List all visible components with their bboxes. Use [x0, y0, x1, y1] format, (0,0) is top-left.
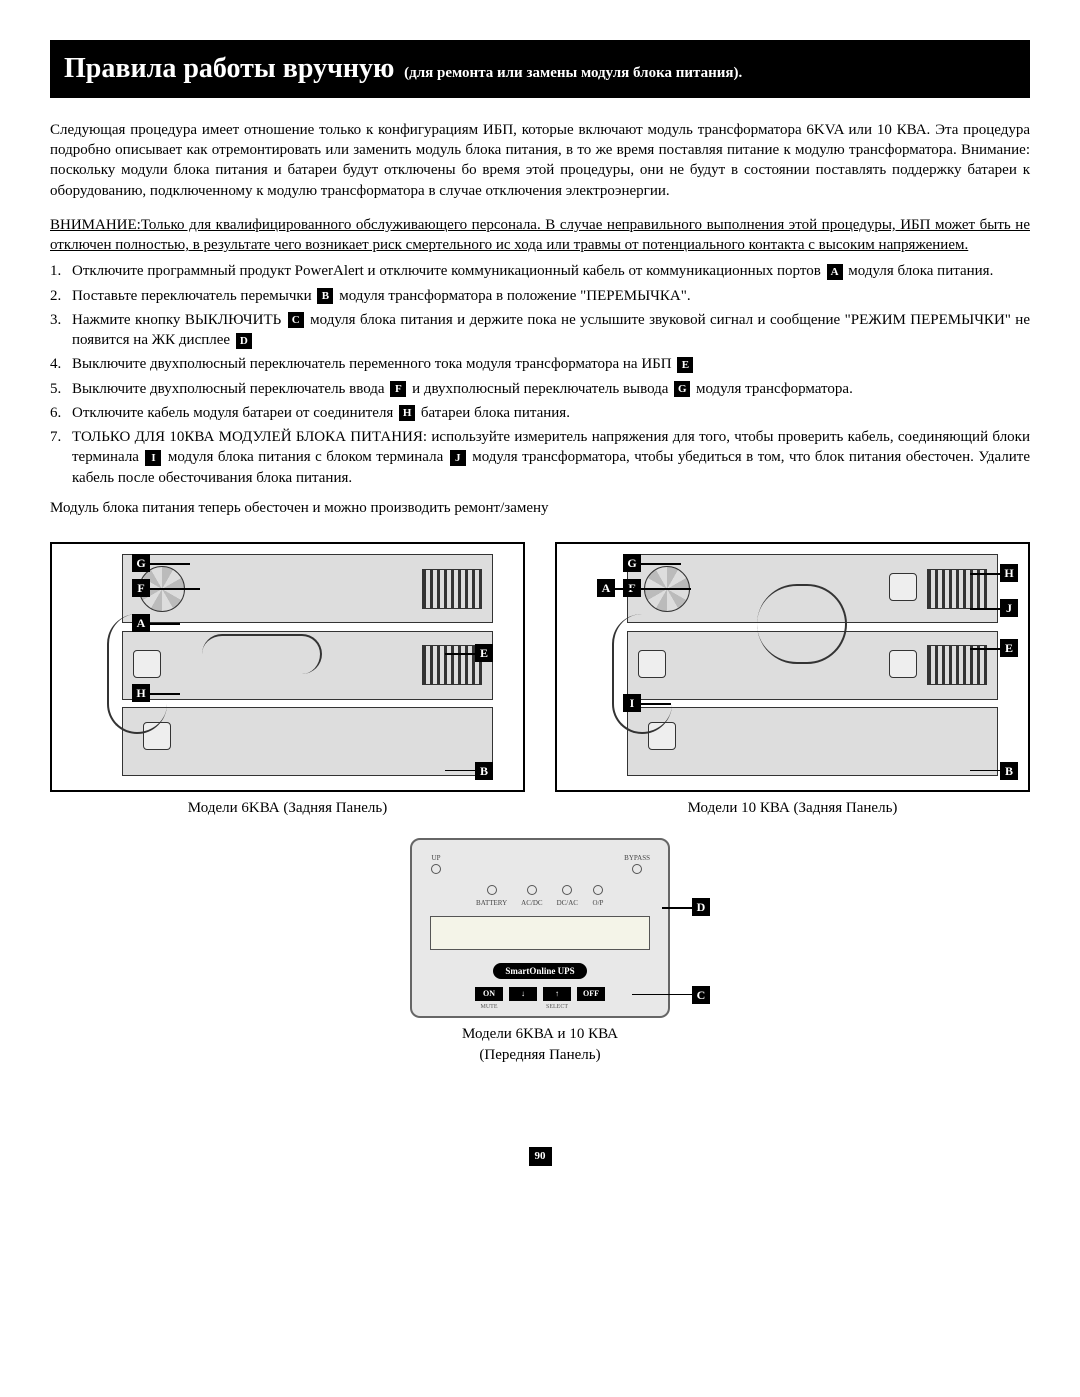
label-e: E	[475, 644, 493, 662]
btn-sub: MUTE	[475, 1003, 503, 1011]
marker-j: J	[450, 450, 466, 466]
step-text: Отключите программный продукт PowerAlert…	[72, 263, 825, 279]
led-label: BYPASS	[624, 854, 650, 863]
diagram-6kva: G F A E H B Модели 6KВА (Задняя Панель)	[50, 542, 525, 818]
step-7: ТОЛЬКО ДЛЯ 10КВА МОДУЛЕЙ БЛОКА ПИТАНИЯ: …	[50, 427, 1030, 488]
label-e: E	[1000, 639, 1018, 657]
label-i: I	[623, 694, 641, 712]
step-5: Выключите двухполюсный переключатель вво…	[50, 379, 1030, 399]
led-label: AC/DC	[521, 899, 542, 908]
title-bar: Правила работы вручную (для ремонта или …	[50, 40, 1030, 98]
led-label: DC/AC	[557, 899, 578, 908]
led-label: O/P	[592, 899, 604, 908]
step-text: батареи блока питания.	[417, 405, 570, 421]
step-6: Отключите кабель модуля батареи от соеди…	[50, 403, 1030, 423]
marker-g: G	[674, 381, 690, 397]
diagram-10kva: G F A H J E I B Модели 10 КВА (Задняя Па…	[555, 542, 1030, 818]
brand-label: SmartOnline UPS	[493, 963, 586, 979]
lcd-display	[430, 916, 650, 950]
label-h: H	[132, 684, 150, 702]
btn-down: ↓	[509, 987, 537, 1001]
marker-h: H	[399, 405, 415, 421]
caption-10kva: Модели 10 КВА (Задняя Панель)	[555, 798, 1030, 818]
warning-paragraph: ВНИМАНИЕ:Только для квалифицированного о…	[50, 215, 1030, 256]
label-f: F	[132, 579, 150, 597]
button-row: ON MUTE ↓ ↑ SELECT OFF	[430, 987, 650, 1011]
label-c: C	[692, 986, 710, 1004]
label-b: B	[475, 762, 493, 780]
btn-up: ↑	[543, 987, 571, 1001]
step-text: Выключите двухполюсный переключатель вво…	[72, 381, 388, 397]
step-text: Отключите кабель модуля батареи от соеди…	[72, 405, 397, 421]
step-4: Выключите двухполюсный переключатель пер…	[50, 354, 1030, 374]
step-3: Нажмите кнопку ВЫКЛЮЧИТЬ C модуля блока …	[50, 310, 1030, 351]
after-steps: Модуль блока питания теперь обесточен и …	[50, 498, 1030, 518]
step-text: модуля блока питания.	[845, 263, 994, 279]
marker-i: I	[145, 450, 161, 466]
step-text: модуля трансформатора.	[692, 381, 853, 397]
led-label: BATTERY	[476, 899, 507, 908]
btn-sub: SELECT	[543, 1003, 571, 1011]
step-list: Отключите программный продукт PowerAlert…	[50, 261, 1030, 488]
rear-diagrams-row: G F A E H B Модели 6KВА (Задняя Панель) …	[50, 542, 1030, 818]
step-text: Выключите двухполюсный переключатель пер…	[72, 356, 675, 372]
intro-paragraph: Следующая процедура имеет отношение толь…	[50, 120, 1030, 201]
marker-a: A	[827, 264, 843, 280]
step-text: модуля блока питания с блоком терминала	[163, 449, 447, 465]
marker-f: F	[390, 381, 406, 397]
marker-c: C	[288, 312, 304, 328]
page-number: 90	[50, 1145, 1030, 1166]
step-1: Отключите программный продукт PowerAlert…	[50, 261, 1030, 281]
btn-off: OFF	[577, 987, 605, 1001]
front-panel-box: UP BYPASS BATTERY AC/DC DC/AC O/P SmartO…	[410, 838, 670, 1018]
label-j: J	[1000, 599, 1018, 617]
step-text: и двухполюсный переключатель вывода	[408, 381, 672, 397]
label-a: A	[132, 614, 150, 632]
caption-6kva: Модели 6KВА (Задняя Панель)	[50, 798, 525, 818]
title-main: Правила работы вручную	[64, 53, 394, 84]
diagram-6kva-box: G F A E H B	[50, 542, 525, 792]
step-text: Поставьте переключатель перемычки	[72, 288, 315, 304]
label-a: A	[597, 579, 615, 597]
btn-on: ON	[475, 987, 503, 1001]
label-b: B	[1000, 762, 1018, 780]
label-h: H	[1000, 564, 1018, 582]
step-text: Нажмите кнопку ВЫКЛЮЧИТЬ	[72, 312, 286, 328]
caption-front: Модели 6KВА и 10 КВА (Передняя Панель)	[50, 1024, 1030, 1065]
marker-b: B	[317, 288, 333, 304]
label-g: G	[132, 554, 150, 572]
diagram-10kva-box: G F A H J E I B	[555, 542, 1030, 792]
step-2: Поставьте переключатель перемычки B моду…	[50, 286, 1030, 306]
front-panel-diagram: UP BYPASS BATTERY AC/DC DC/AC O/P SmartO…	[50, 838, 1030, 1065]
title-sub: (для ремонта или замены модуля блока пит…	[404, 65, 742, 81]
led-row-2: BATTERY AC/DC DC/AC O/P	[430, 885, 650, 908]
page-number-value: 90	[529, 1147, 552, 1166]
marker-e: E	[677, 357, 693, 373]
label-d: D	[692, 898, 710, 916]
led-label: UP	[430, 854, 442, 863]
label-g: G	[623, 554, 641, 572]
led-row: UP BYPASS	[430, 854, 650, 877]
step-text: модуля трансформатора в положение "ПЕРЕМ…	[335, 288, 690, 304]
marker-d: D	[236, 333, 252, 349]
